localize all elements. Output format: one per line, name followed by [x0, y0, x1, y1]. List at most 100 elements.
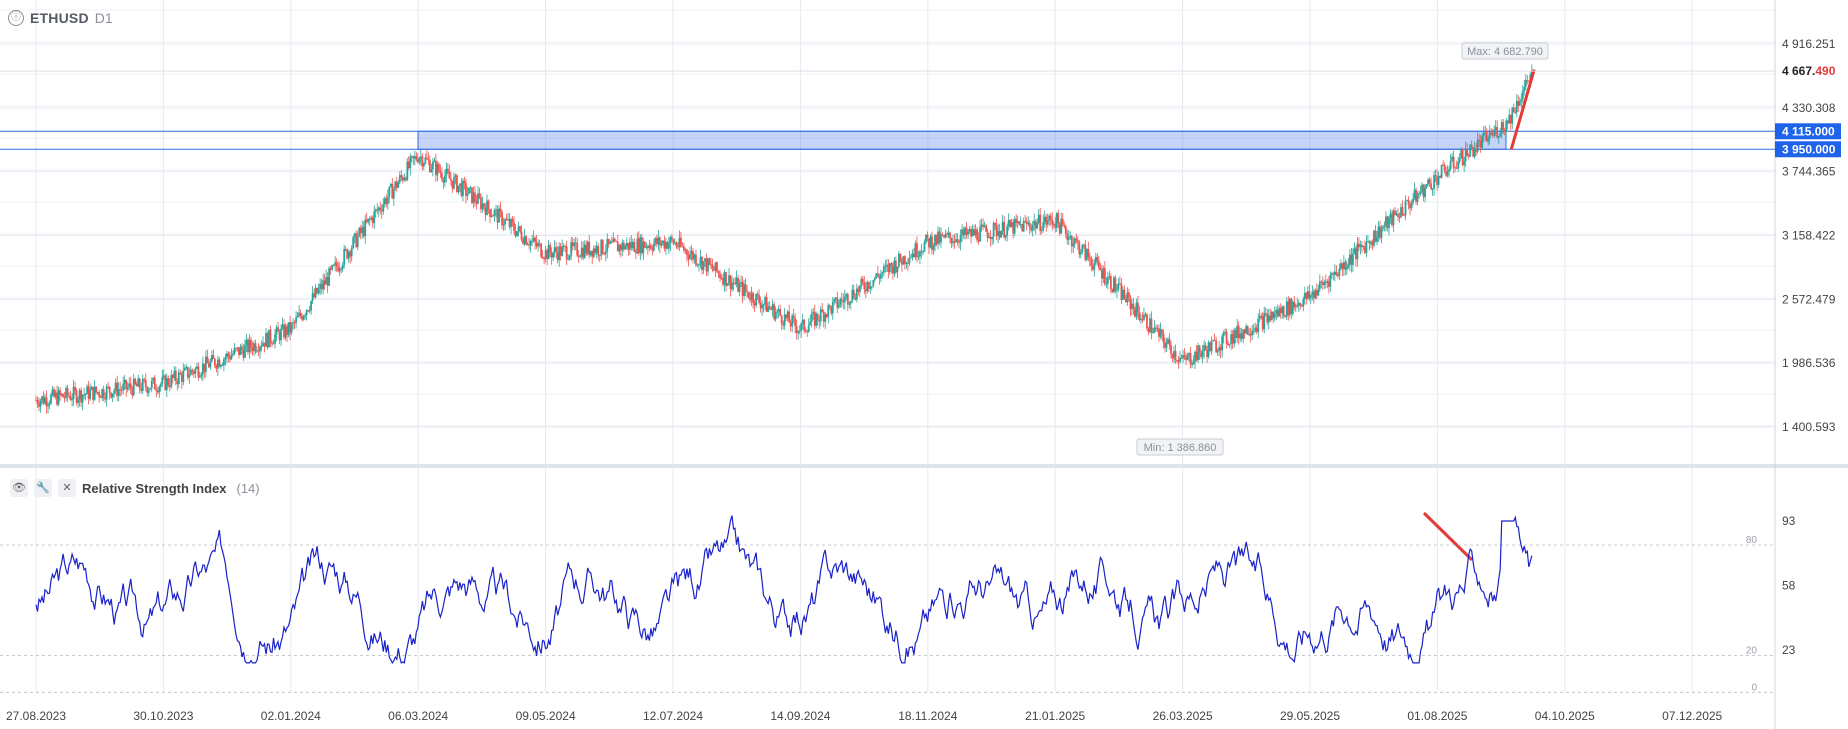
wrench-icon[interactable]: 🔧	[34, 479, 52, 497]
candle-body	[489, 209, 491, 217]
candle-body	[861, 278, 864, 283]
candle-body	[1297, 302, 1300, 307]
candle-body	[122, 383, 125, 391]
candle-body	[770, 308, 773, 310]
candle-body	[1311, 291, 1314, 296]
candle-body	[454, 175, 457, 178]
date-tick-label: 04.10.2025	[1535, 709, 1595, 723]
candle-body	[197, 366, 200, 378]
candle-body	[833, 298, 836, 302]
candle-body	[571, 242, 574, 247]
candle-body	[864, 289, 867, 292]
candle-body	[1413, 189, 1416, 200]
candle-body	[589, 250, 592, 256]
candle-body	[62, 393, 64, 398]
candle-body	[1186, 354, 1189, 360]
candle-body	[450, 178, 452, 181]
date-tick-label: 26.03.2025	[1153, 709, 1213, 723]
candle-body	[1505, 120, 1508, 132]
candle-body	[655, 238, 658, 245]
candle-body	[350, 248, 353, 257]
candle-body	[310, 301, 313, 311]
candle-body	[501, 211, 503, 226]
candle-body	[646, 246, 649, 249]
candle-body	[773, 304, 776, 320]
candle-body	[1161, 329, 1163, 334]
rsi-trend-line	[1422, 511, 1474, 562]
candle-body	[451, 180, 454, 189]
candle-body	[84, 394, 87, 396]
candle-body	[188, 375, 191, 378]
candle-body	[344, 248, 347, 250]
candle-body	[1153, 327, 1156, 333]
close-icon[interactable]: ✕	[58, 479, 76, 497]
candle-body	[1203, 345, 1205, 352]
zone-rect	[417, 130, 1507, 150]
candle-body	[238, 347, 240, 355]
candle-body	[986, 231, 989, 239]
candle-body	[98, 392, 101, 397]
price-trend-line	[1509, 69, 1536, 150]
candle-body	[1320, 281, 1323, 283]
candle-body	[1464, 149, 1467, 162]
candle-body	[343, 248, 346, 265]
candle-body	[955, 239, 957, 243]
candle-body	[1379, 226, 1381, 238]
candle-body	[419, 156, 422, 159]
price-tick-label: 3 158.422	[1782, 229, 1836, 243]
candle-body	[269, 329, 272, 343]
candle-body	[1282, 306, 1285, 316]
candle-body	[674, 242, 676, 244]
candle-body	[1079, 252, 1082, 255]
candle-body	[1479, 140, 1482, 148]
candle-body	[720, 277, 723, 279]
candle-body	[616, 241, 619, 252]
candle-body	[401, 177, 404, 181]
candle-body	[1512, 107, 1515, 113]
candle-body	[370, 217, 373, 220]
candle-body	[165, 378, 168, 390]
candle-body	[857, 288, 860, 293]
candle-body	[283, 324, 285, 338]
candle-body	[591, 250, 594, 257]
info-icon[interactable]: ⓘ	[8, 10, 24, 26]
eye-icon[interactable]: 👁	[10, 479, 28, 497]
candle-body	[630, 242, 633, 248]
candle-body	[284, 326, 287, 338]
candle-body	[998, 230, 1001, 238]
candle-body	[1373, 230, 1375, 246]
candle-body	[1294, 305, 1297, 308]
candle-body	[224, 357, 227, 360]
candle-body	[713, 269, 715, 271]
candle-body	[1081, 245, 1084, 253]
candle-body	[105, 386, 108, 400]
candle-body	[422, 163, 425, 167]
candle-body	[1132, 303, 1135, 309]
candle-body	[168, 385, 171, 387]
candle-body	[232, 353, 234, 356]
candle-body	[1430, 183, 1432, 189]
symbol-label: ETHUSD	[30, 10, 89, 26]
candle-body	[661, 240, 664, 244]
candle-body	[260, 346, 263, 348]
candle-body	[90, 386, 93, 391]
candle-body	[1476, 139, 1479, 152]
candle-body	[1191, 363, 1193, 365]
candle-body	[456, 175, 458, 192]
candle-body	[704, 258, 706, 262]
candle-body	[486, 200, 488, 216]
candle-body	[1478, 139, 1481, 141]
candle-body	[400, 175, 403, 178]
candle-body	[213, 358, 216, 366]
candle-body	[1152, 332, 1154, 334]
candle-body	[215, 365, 218, 369]
price-zone[interactable]	[0, 130, 1775, 150]
candle-body	[227, 353, 230, 357]
candle-body	[804, 330, 807, 332]
candle-body	[985, 225, 987, 232]
candle-body	[588, 241, 591, 256]
candle-body	[1102, 268, 1105, 279]
candle-body	[1188, 353, 1190, 355]
candle-body	[651, 248, 654, 251]
